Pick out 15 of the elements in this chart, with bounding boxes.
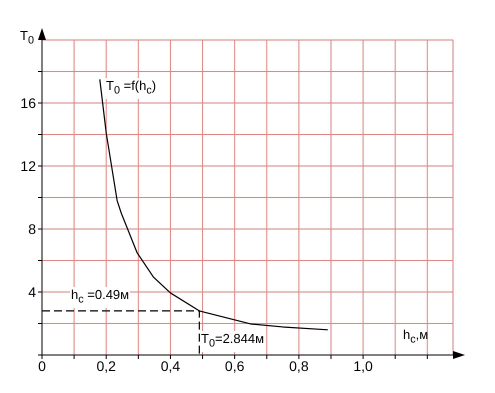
annotation: T$_{0}$ =f(h$_{c}$): [105, 78, 158, 99]
x-tick-label: 0: [38, 358, 46, 374]
annotation: T$_{0}$=2.844м: [200, 331, 266, 352]
x-tick-label: 0,8: [289, 358, 309, 374]
annotation: h$_{c}$ =0.49м: [70, 287, 130, 308]
x-tick-label: 0,6: [224, 358, 245, 374]
y-tick-label: 16: [20, 94, 36, 111]
x-tick-label: 1,0: [353, 358, 374, 374]
x-tick-label: 0,4: [160, 358, 180, 374]
y-tick-label: 8: [28, 220, 36, 237]
x-tick-label: 0,2: [96, 358, 116, 374]
y-axis-title: T$_{0}$: [20, 28, 34, 49]
y-tick-label: 12: [20, 158, 36, 174]
y-tick-label: 4: [28, 284, 36, 300]
x-axis-title: h$_{c}$,м: [403, 327, 428, 348]
